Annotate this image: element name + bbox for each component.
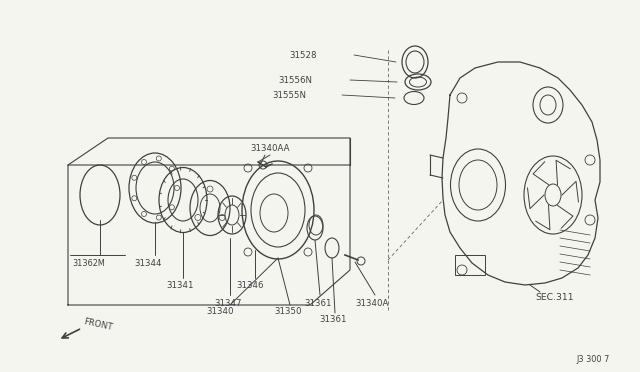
Text: 31555N: 31555N xyxy=(272,90,306,99)
Text: 31344: 31344 xyxy=(134,259,162,267)
Text: 31556N: 31556N xyxy=(278,76,312,84)
Text: 31340A: 31340A xyxy=(355,298,388,308)
Text: 31362M: 31362M xyxy=(72,259,105,267)
Text: 31346: 31346 xyxy=(236,282,264,291)
Text: 31340AA: 31340AA xyxy=(250,144,290,153)
Text: SEC.311: SEC.311 xyxy=(536,294,574,302)
Text: 31340: 31340 xyxy=(206,308,234,317)
Text: 31528: 31528 xyxy=(289,51,317,60)
Text: 31350: 31350 xyxy=(275,308,301,317)
Text: 31341: 31341 xyxy=(166,280,194,289)
Text: 31347: 31347 xyxy=(214,298,242,308)
Text: J3 300 7: J3 300 7 xyxy=(577,356,610,365)
Text: 31361: 31361 xyxy=(304,298,332,308)
Text: FRONT: FRONT xyxy=(83,318,114,333)
Text: 31361: 31361 xyxy=(319,315,347,324)
